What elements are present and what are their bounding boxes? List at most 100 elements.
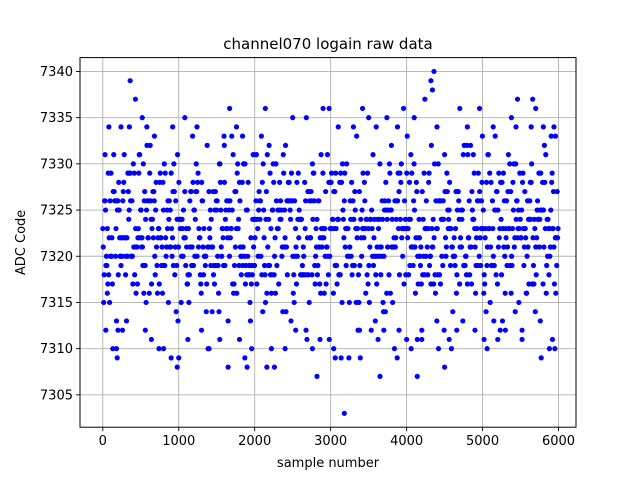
data-point [464,124,470,130]
data-point [384,216,390,222]
data-point [427,253,434,259]
y-axis-ticks: 7305 7310 7315 7320 7325 7330 7335 7340 [40,65,80,403]
data-point [287,216,294,222]
data-point [411,115,417,121]
data-point [547,253,553,259]
data-point [222,262,228,269]
data-point [174,152,181,158]
data-point [200,272,207,278]
data-point [469,207,475,213]
data-point [162,170,168,176]
data-point [165,299,172,306]
data-point [150,235,156,241]
data-point [512,309,518,315]
data-point [156,225,162,232]
data-point [303,327,309,333]
data-point [314,216,320,222]
data-point [121,179,127,185]
data-point [396,327,402,333]
data-point [122,272,129,278]
data-point [486,225,492,232]
data-point [331,346,337,352]
data-point [275,225,281,232]
data-point [495,207,501,213]
data-point [355,272,362,278]
data-point [272,235,278,241]
data-point [521,262,527,269]
data-point [407,216,414,222]
data-point [168,355,174,361]
data-point [404,336,410,343]
data-point [485,152,491,158]
data-point [479,133,486,139]
data-point [463,253,469,259]
data-point [410,262,416,269]
data-point [391,346,398,352]
data-point [356,188,362,195]
data-point [286,179,292,185]
data-point [537,318,543,324]
data-point [129,198,135,204]
data-point [309,161,316,167]
data-point [100,225,106,232]
data-point [322,225,328,232]
data-point [397,170,403,176]
data-point [395,198,401,204]
data-point [302,179,308,185]
data-point [522,188,528,195]
data-point [453,290,460,296]
data-point [482,281,488,287]
data-point [369,207,375,213]
data-point [368,327,374,333]
data-point [176,179,182,185]
data-point [256,188,262,195]
data-point [281,170,287,176]
data-point [513,216,519,222]
data-point [127,170,133,176]
data-point [470,152,476,158]
data-point [435,161,441,167]
data-point [459,207,465,213]
data-point [481,336,487,343]
data-point [282,235,288,241]
data-point [225,318,231,324]
data-point [551,281,558,287]
data-point [380,299,386,306]
data-point [303,115,309,121]
data-point [330,290,336,296]
data-point [524,253,530,259]
data-point [253,198,259,204]
chart-title: channel070 logain raw data [223,35,432,53]
data-point [220,225,226,232]
data-point [351,216,357,222]
data-point [116,179,122,185]
data-point [236,262,242,269]
data-point [533,244,539,250]
data-point [148,281,155,287]
data-point [244,364,250,370]
data-point [446,207,452,213]
data-point [114,355,120,361]
x-tick-label: 5000 [466,434,499,449]
data-point [108,253,115,259]
data-point [126,124,132,130]
data-point [226,253,233,259]
data-point [102,207,109,213]
data-point [431,281,437,287]
x-tick-label: 1000 [162,434,195,449]
data-point [452,262,458,269]
data-point [484,262,490,269]
data-point [370,262,377,269]
data-point [384,290,390,296]
data-point [383,179,389,185]
data-point [103,327,109,333]
data-point [371,235,377,241]
data-point [423,253,429,259]
data-point [335,216,342,222]
data-point [207,235,213,241]
x-tick-label: 4000 [390,434,423,449]
data-point [113,318,120,324]
data-point [124,253,130,259]
data-point [290,290,296,296]
data-point [248,235,254,241]
